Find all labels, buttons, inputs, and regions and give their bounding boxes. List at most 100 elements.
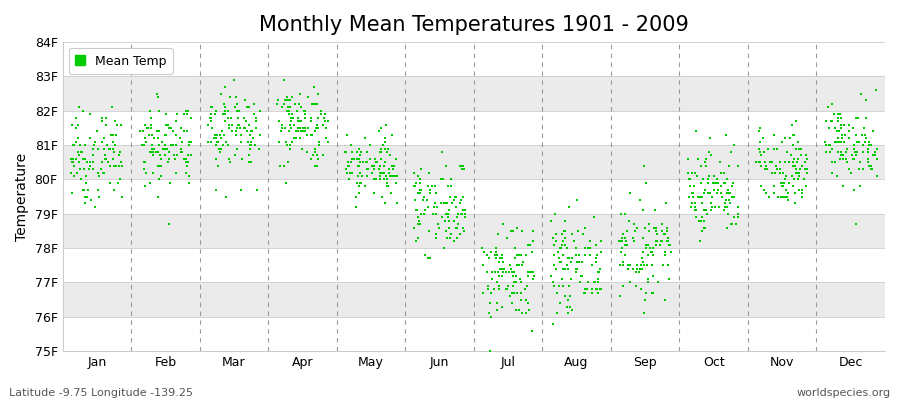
Point: [136, 128, 150, 134]
Point: [569, 245, 583, 251]
Point: [683, 176, 698, 183]
Point: [641, 252, 655, 258]
Point: [788, 132, 802, 138]
Point: [164, 142, 178, 148]
Point: [218, 111, 232, 118]
Point: [281, 159, 295, 166]
Point: [481, 283, 495, 289]
Point: [138, 183, 152, 190]
Point: [849, 221, 863, 227]
Point: [174, 149, 188, 155]
Point: [367, 166, 382, 172]
Point: [218, 84, 232, 90]
Point: [712, 204, 726, 210]
Point: [280, 97, 294, 104]
Point: [661, 238, 675, 244]
Point: [616, 259, 630, 265]
Point: [570, 197, 584, 203]
Point: [480, 269, 494, 275]
Point: [545, 320, 560, 327]
Point: [67, 142, 81, 148]
Point: [222, 94, 237, 100]
Point: [834, 114, 849, 121]
Point: [688, 207, 703, 214]
Point: [752, 159, 767, 166]
Point: [641, 242, 655, 248]
Point: [346, 156, 360, 162]
Point: [182, 180, 196, 186]
Point: [509, 279, 524, 286]
Point: [363, 156, 377, 162]
Point: [446, 238, 461, 244]
Point: [378, 200, 392, 207]
Point: [413, 180, 428, 186]
Point: [428, 183, 442, 190]
Point: [453, 200, 467, 207]
Point: [426, 210, 440, 217]
Point: [796, 190, 810, 196]
Point: [854, 90, 868, 97]
Point: [106, 138, 121, 145]
Point: [361, 166, 375, 172]
Point: [573, 272, 588, 279]
Point: [799, 152, 814, 159]
Point: [506, 283, 520, 289]
Point: [247, 111, 261, 118]
Point: [576, 231, 590, 238]
Point: [713, 159, 727, 166]
Point: [558, 293, 572, 300]
Point: [162, 125, 176, 131]
Point: [311, 90, 326, 97]
Point: [851, 138, 866, 145]
Point: [842, 135, 856, 142]
Point: [203, 118, 218, 124]
Point: [826, 111, 841, 118]
Point: [301, 125, 315, 131]
Point: [366, 190, 381, 196]
Point: [562, 303, 577, 310]
Point: [652, 242, 667, 248]
Point: [458, 207, 473, 214]
Point: [483, 300, 498, 306]
Point: [368, 156, 382, 162]
Point: [429, 190, 444, 196]
Point: [654, 238, 669, 244]
Point: [510, 262, 525, 268]
Point: [420, 183, 435, 190]
Point: [626, 235, 640, 241]
Point: [518, 252, 533, 258]
Point: [526, 269, 540, 275]
Point: [523, 269, 537, 275]
Point: [694, 180, 708, 186]
Point: [92, 194, 106, 200]
Point: [786, 159, 800, 166]
Point: [649, 242, 663, 248]
Point: [78, 180, 93, 186]
Point: [145, 142, 159, 148]
Point: [437, 200, 452, 207]
Point: [411, 218, 426, 224]
Point: [410, 238, 424, 244]
Point: [825, 118, 840, 124]
Point: [508, 269, 522, 275]
Point: [846, 125, 860, 131]
Point: [549, 238, 563, 244]
Point: [638, 224, 652, 231]
Point: [758, 166, 772, 172]
Point: [237, 114, 251, 121]
Point: [512, 307, 526, 313]
Point: [310, 162, 324, 169]
Point: [242, 152, 256, 159]
Point: [375, 142, 390, 148]
Point: [303, 156, 318, 162]
Point: [484, 290, 499, 296]
Point: [150, 194, 165, 200]
Point: [771, 194, 786, 200]
Point: [386, 162, 400, 169]
Point: [572, 252, 587, 258]
Point: [321, 118, 336, 124]
Point: [709, 190, 724, 196]
Point: [818, 138, 832, 145]
Point: [724, 221, 739, 227]
Point: [84, 197, 98, 203]
